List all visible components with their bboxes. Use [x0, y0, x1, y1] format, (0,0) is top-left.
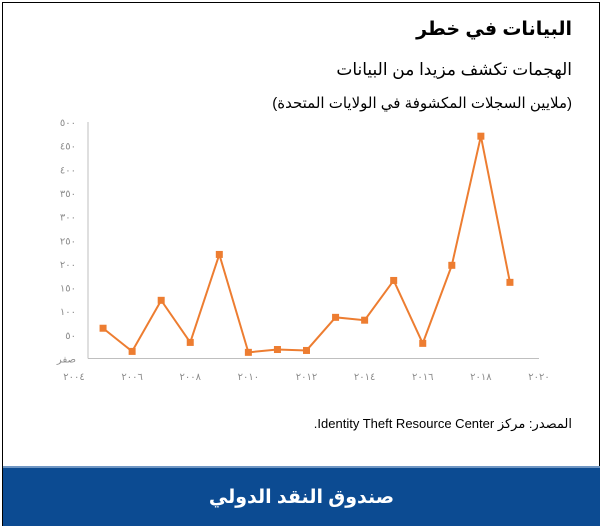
- data-point-marker: [303, 346, 310, 354]
- footer-label: صندوق النقد الدولي: [208, 486, 395, 508]
- chart-unit-label: (ملايين السجلات المكشوفة في الولايات الم…: [272, 95, 572, 112]
- y-tick-label: ٢٥٠: [60, 236, 76, 247]
- chart-frame: [2, 2, 600, 526]
- x-tick-label: ٢٠٠٦: [121, 372, 142, 383]
- y-tick-label: ٤٥٠: [60, 142, 76, 153]
- data-point-marker: [215, 250, 223, 258]
- y-tick-label: ٥٠٠: [60, 118, 76, 129]
- x-tick-label: ٢٠١٨: [470, 372, 492, 383]
- y-tick-label: ٣٠٠: [60, 213, 76, 224]
- y-tick-label: ٥٠: [65, 331, 76, 342]
- x-tick-label: ٢٠١٢: [296, 372, 317, 383]
- x-tick-label: ٢٠٢٠: [528, 372, 549, 383]
- footer-banner: صندوق النقد الدولي: [3, 466, 600, 526]
- y-tick-label: ٤٠٠: [60, 165, 76, 176]
- data-point-marker: [332, 313, 340, 321]
- x-tick-label: ٢٠١٠: [238, 372, 259, 383]
- y-tick-label: ٣٥٠: [60, 189, 76, 200]
- y-axis-ticks: صفر ٥٠ ١٠٠ ١٥٠ ٢٠٠ ٢٥٠ ٣٠٠ ٣٥٠ ٤٠٠ ٤٥٠ ٥٠٠: [56, 118, 76, 366]
- data-point-marker: [390, 276, 398, 284]
- data-point-marker: [244, 348, 252, 356]
- data-point-marker: [128, 347, 136, 355]
- y-tick-label: ١٥٠: [60, 284, 76, 295]
- y-tick-label: صفر: [56, 355, 76, 366]
- x-tick-label: ٢٠١٦: [412, 372, 433, 383]
- y-tick-label: ١٠٠: [60, 307, 76, 318]
- series-markers: [99, 132, 514, 356]
- data-point-marker: [477, 132, 485, 140]
- series-line: [102, 135, 511, 354]
- data-point-marker: [419, 339, 427, 347]
- chart-title: البيانات في خطر: [416, 19, 572, 40]
- x-tick-label: ٢٠١٤: [354, 372, 375, 383]
- source-note: المصدر: مركز Identity Theft Resource Cen…: [313, 416, 572, 431]
- data-point-marker: [99, 324, 107, 332]
- data-point-marker: [448, 261, 456, 269]
- data-point-marker: [273, 346, 281, 354]
- x-tick-label: ٢٠٠٤: [63, 372, 84, 383]
- x-tick-label: ٢٠٠٨: [180, 372, 202, 383]
- x-axis-ticks: ٢٠٠٤ ٢٠٠٦ ٢٠٠٨ ٢٠١٠ ٢٠١٢ ٢٠١٤ ٢٠١٦ ٢٠١٨ ٢٠٢٠: [63, 372, 549, 383]
- data-point-marker: [506, 278, 514, 286]
- data-point-marker: [157, 296, 165, 304]
- chart-subtitle: الهجمات تكشف مزيدا من البيانات: [336, 60, 572, 79]
- data-point-marker: [186, 338, 194, 346]
- y-tick-label: ٢٠٠: [60, 260, 76, 271]
- data-point-marker: [361, 316, 369, 324]
